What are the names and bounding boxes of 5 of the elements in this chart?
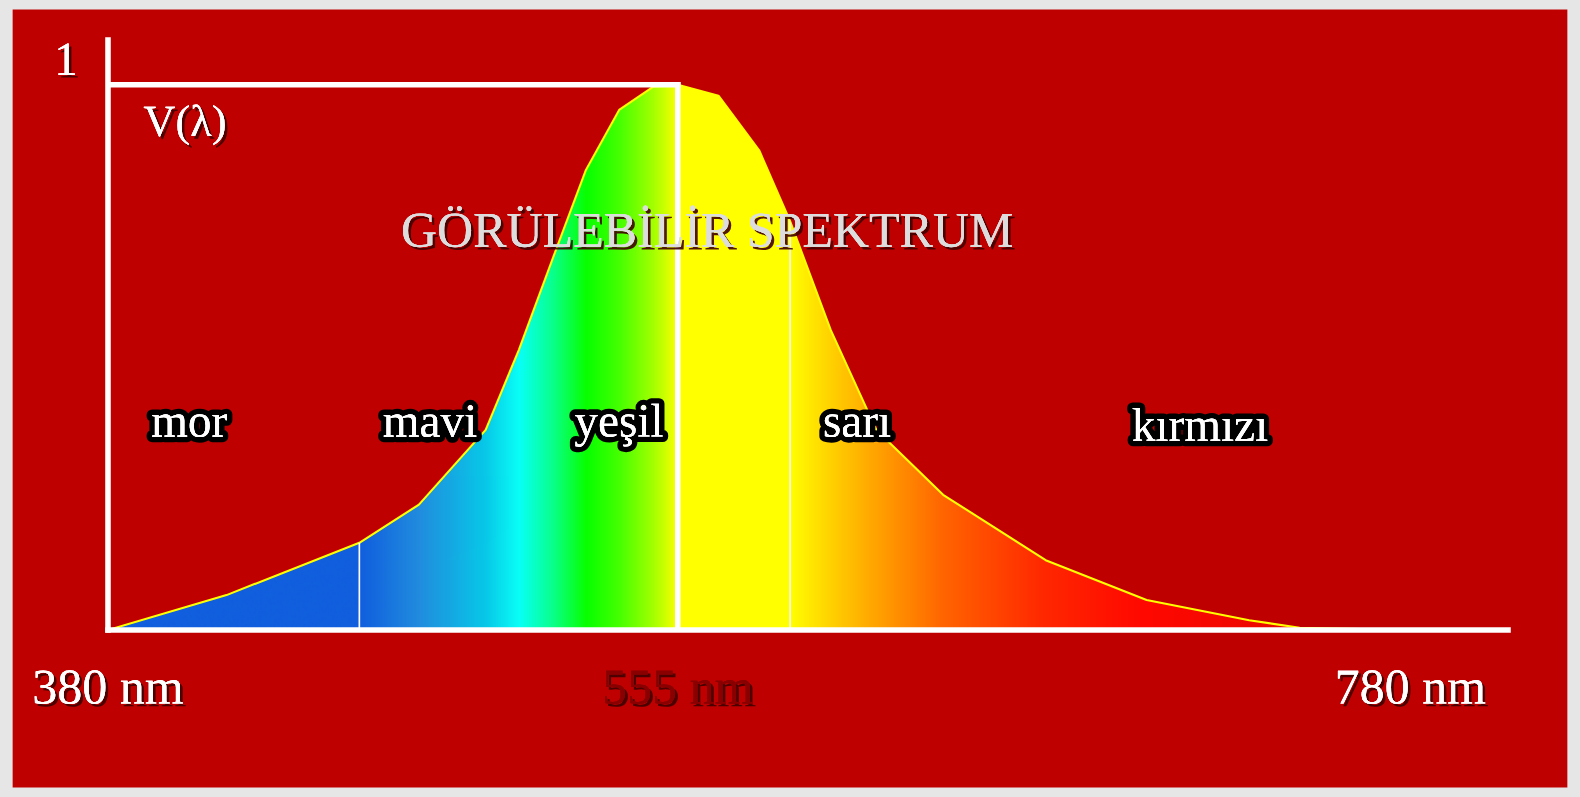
x-tick-label: 780 nm — [1337, 670, 1489, 707]
ref-line-label: 1 — [58, 43, 78, 78]
y-axis-title: V(λ) — [143, 104, 228, 149]
x-tick-label: 380 nm — [34, 670, 186, 707]
x-tick-label: 555 nm — [604, 670, 756, 707]
